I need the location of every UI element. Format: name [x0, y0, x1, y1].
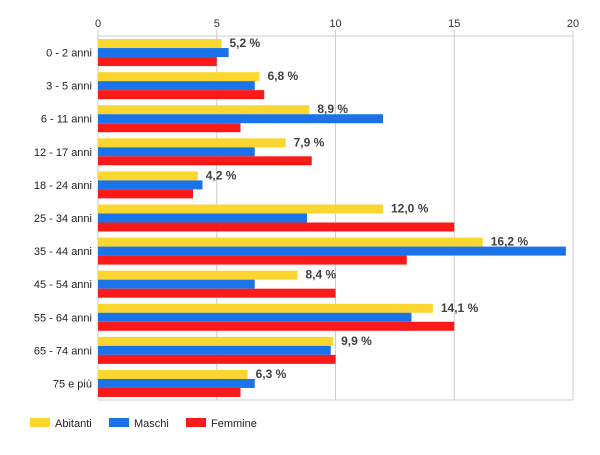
bar-femmine	[98, 387, 241, 397]
bar-maschi	[98, 246, 566, 256]
bar-femmine	[98, 288, 336, 298]
bar-maschi	[98, 378, 255, 388]
data-label: 8,4 %	[306, 268, 337, 282]
legend-swatch-femmine	[186, 418, 206, 427]
bar-femmine	[98, 90, 265, 100]
category-label: 12 - 17 anni	[34, 147, 92, 159]
data-label: 9,9 %	[341, 334, 372, 348]
legend: Abitanti Maschi Femmine	[30, 418, 257, 430]
data-label: 7,9 %	[294, 135, 325, 149]
bar-femmine	[98, 57, 217, 67]
bar-abitanti	[98, 336, 334, 346]
bar-femmine	[98, 354, 336, 364]
bar-maschi	[98, 81, 255, 91]
category-label: 75 e più	[53, 378, 92, 390]
x-tick-label: 20	[567, 18, 579, 30]
bars	[98, 39, 566, 397]
category-label: 18 - 24 anni	[34, 180, 92, 192]
legend-label-abitanti: Abitanti	[55, 418, 92, 430]
x-tick-label: 15	[448, 18, 460, 30]
category-labels: 0 - 2 anni 3 - 5 anni 6 - 11 anni 12 - 17 a…	[34, 48, 92, 391]
bar-abitanti	[98, 105, 310, 115]
category-label: 45 - 54 anni	[34, 279, 92, 291]
category-label: 3 - 5 anni	[46, 81, 92, 93]
bar-maschi	[98, 312, 412, 322]
category-label: 65 - 74 anni	[34, 345, 92, 357]
bar-maschi	[98, 48, 229, 58]
bar-maschi	[98, 147, 255, 157]
data-label: 6,3 %	[256, 367, 287, 381]
bar-abitanti	[98, 270, 298, 280]
bar-maschi	[98, 114, 383, 124]
bar-femmine	[98, 255, 407, 265]
data-label: 14,1 %	[441, 301, 479, 315]
bar-femmine	[98, 123, 241, 133]
bar-femmine	[98, 222, 455, 232]
bar-abitanti	[98, 303, 433, 313]
bar-maschi	[98, 180, 203, 190]
bar-maschi	[98, 345, 331, 355]
bar-femmine	[98, 189, 193, 199]
data-label: 6,8 %	[268, 69, 299, 83]
bar-abitanti	[98, 72, 260, 82]
data-label: 12,0 %	[391, 202, 429, 216]
category-label: 25 - 34 anni	[34, 213, 92, 225]
bar-maschi	[98, 279, 255, 289]
legend-label-femmine: Femmine	[211, 418, 257, 430]
bar-maschi	[98, 213, 307, 223]
bar-abitanti	[98, 138, 286, 148]
x-tick-label: 5	[214, 18, 220, 30]
x-axis-ticks: 0 5 10 15 20	[95, 18, 579, 30]
category-label: 6 - 11 anni	[41, 114, 92, 126]
bar-abitanti	[98, 237, 483, 247]
bar-abitanti	[98, 39, 222, 49]
x-tick-label: 10	[329, 18, 341, 30]
data-label: 4,2 %	[206, 168, 237, 182]
x-tick-label: 0	[95, 18, 101, 30]
bar-femmine	[98, 156, 312, 166]
bar-abitanti	[98, 369, 248, 379]
data-label: 5,2 %	[230, 36, 261, 50]
data-labels: 5,2 % 6,8 % 8,9 % 7,9 % 4,2 % 12,0 % 16,2 % 8,4…	[206, 36, 529, 381]
legend-swatch-maschi	[109, 418, 129, 427]
bar-abitanti	[98, 204, 383, 214]
bar-femmine	[98, 321, 455, 331]
category-label: 0 - 2 anni	[46, 48, 92, 60]
bar-abitanti	[98, 171, 198, 181]
data-label: 8,9 %	[317, 102, 348, 116]
category-label: 35 - 44 anni	[34, 246, 92, 258]
legend-swatch-abitanti	[30, 418, 50, 427]
legend-label-maschi: Maschi	[134, 418, 169, 430]
data-label: 16,2 %	[491, 235, 529, 249]
category-label: 55 - 64 anni	[34, 312, 92, 324]
